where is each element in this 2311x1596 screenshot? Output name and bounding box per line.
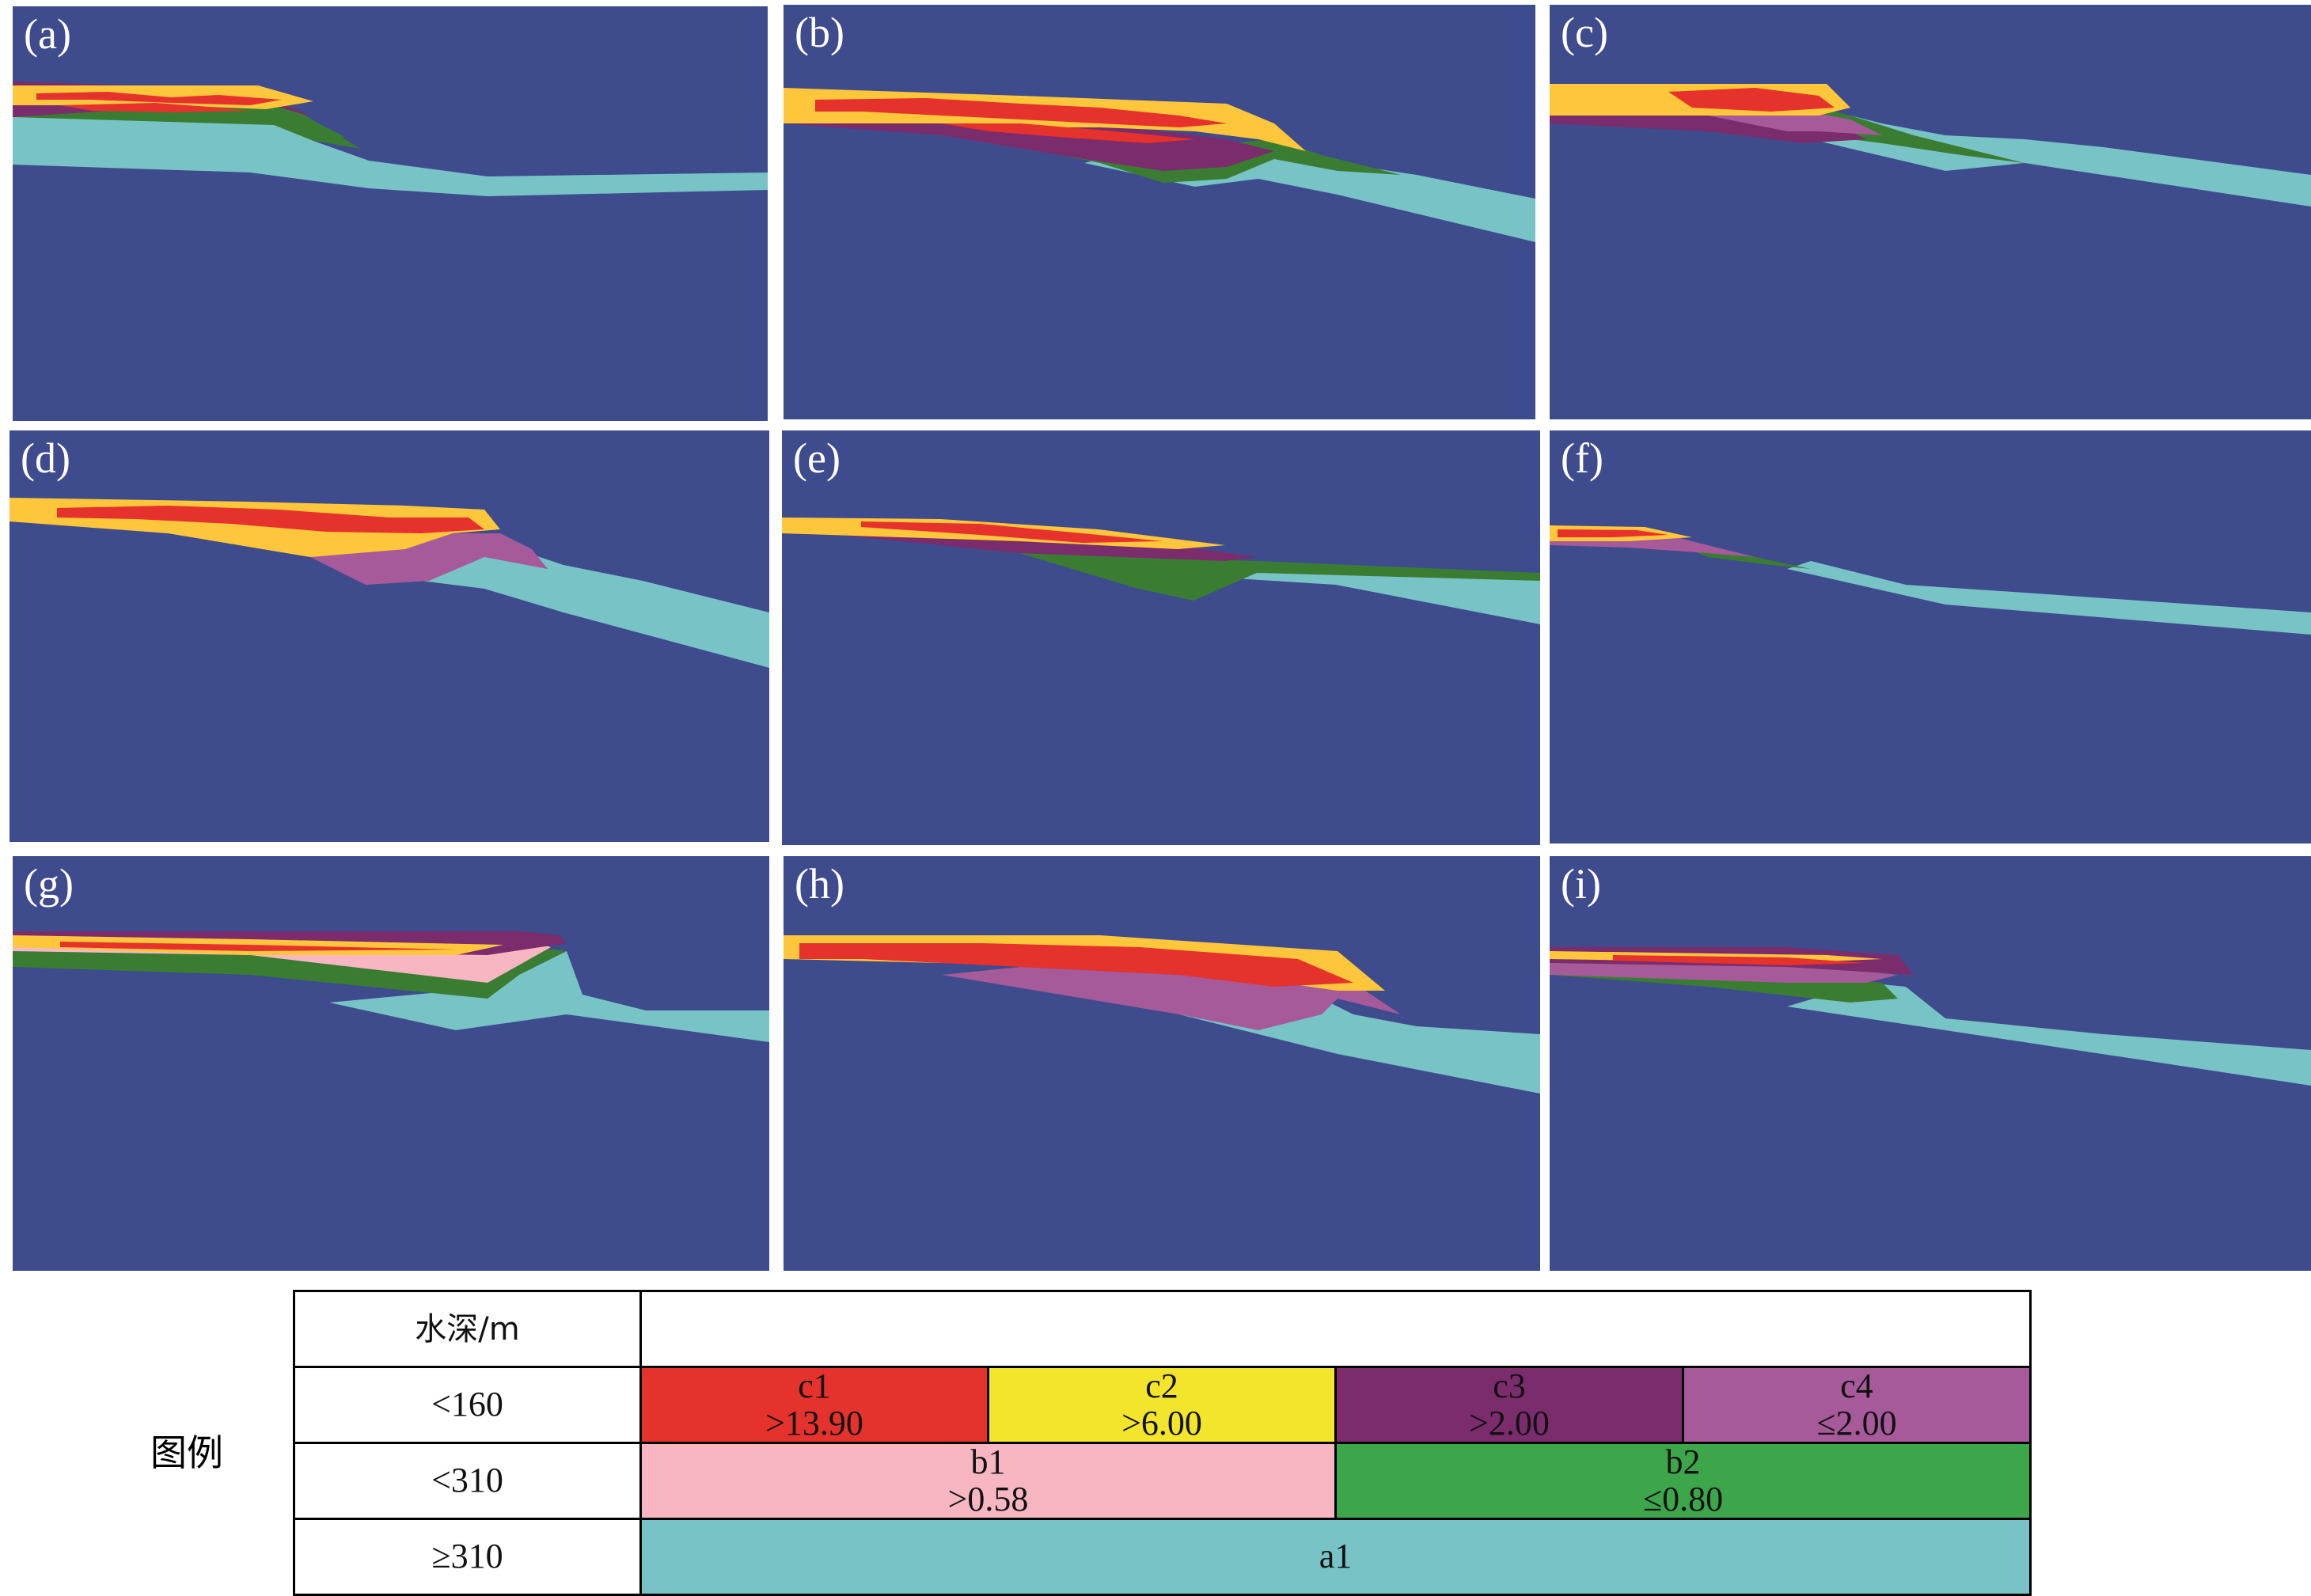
- legend-header-row: 水深/m: [293, 1290, 2032, 1368]
- panel-label: (b): [795, 9, 844, 56]
- cell-name: c3: [1493, 1367, 1526, 1406]
- depth-label: <310: [293, 1442, 642, 1520]
- legend-cell-c4: c4 ≤2.00: [1682, 1366, 2032, 1444]
- legend-row-a: ≥310 a1: [293, 1518, 2032, 1596]
- panel-e: (e): [782, 430, 1540, 845]
- legend-cell-c2: c2 >6.00: [987, 1366, 1337, 1444]
- panel-c-section: [1550, 84, 2311, 207]
- panel-i-section: [1550, 947, 2311, 1086]
- depth-label: <160: [293, 1366, 642, 1444]
- panel-h-section: [784, 935, 1540, 1094]
- panel-label: (f): [1561, 434, 1603, 482]
- legend-header-blank: [639, 1290, 2032, 1368]
- cell-value: ≤2.00: [1816, 1403, 1897, 1442]
- legend-cell-b2: b2 ≤0.80: [1334, 1442, 2032, 1520]
- cell-value: >13.90: [765, 1403, 863, 1442]
- panel-a: (a): [13, 6, 768, 421]
- cell-name: c4: [1840, 1367, 1873, 1406]
- cell-value: >2.00: [1469, 1403, 1550, 1442]
- legend-row-b: <310 b1 >0.58 b2 ≤0.80: [293, 1442, 2032, 1520]
- panel-c: (c): [1550, 5, 2311, 419]
- panel-d: (d): [9, 430, 769, 842]
- cell-name: c1: [798, 1367, 831, 1406]
- panel-label: (d): [21, 434, 70, 482]
- depth-label: ≥310: [293, 1518, 642, 1596]
- cell-value: >6.00: [1121, 1403, 1202, 1442]
- panel-f: (f): [1550, 430, 2311, 843]
- panel-e-section: [782, 517, 1540, 624]
- legend-cell-a1: a1: [639, 1518, 2032, 1596]
- cell-value: ≤0.80: [1642, 1479, 1724, 1518]
- panel-label: (h): [795, 860, 844, 908]
- legend-cell-b1: b1 >0.58: [639, 1442, 1337, 1520]
- legend-cell-c3: c3 >2.00: [1334, 1366, 1684, 1444]
- legend-row-c: <160 c1 >13.90 c2 >6.00 c3 >2.00 c4 ≤2.0…: [293, 1366, 2032, 1444]
- panel-g: (g): [13, 856, 769, 1271]
- legend-cell-c1: c1 >13.90: [639, 1366, 989, 1444]
- cell-name: a1: [1319, 1537, 1353, 1576]
- panel-label: (c): [1561, 9, 1608, 56]
- cell-name: b2: [1665, 1442, 1701, 1482]
- panel-label: (g): [24, 860, 74, 908]
- panel-label: (a): [24, 10, 71, 58]
- panel-d-section: [9, 498, 769, 668]
- panel-label: (i): [1561, 860, 1601, 908]
- cell-name: b1: [970, 1442, 1006, 1482]
- legend-table: 水深/m <160 c1 >13.90 c2 >6.00 c3 >2.00 c4…: [293, 1290, 2032, 1596]
- panel-g-section: [13, 931, 769, 1042]
- panel-h: (h): [784, 856, 1540, 1271]
- depth-header: 水深/m: [293, 1290, 642, 1368]
- panel-i: (i): [1550, 856, 2311, 1271]
- cell-name: c2: [1145, 1367, 1178, 1406]
- legend-title: 图例: [150, 1431, 223, 1474]
- panel-b: (b): [784, 5, 1535, 419]
- panel-b-section: [784, 88, 1535, 242]
- cell-value: >0.58: [947, 1479, 1029, 1518]
- panel-f-section: [1550, 525, 2311, 635]
- panel-label: (e): [793, 434, 841, 482]
- panel-a-section: [13, 82, 768, 196]
